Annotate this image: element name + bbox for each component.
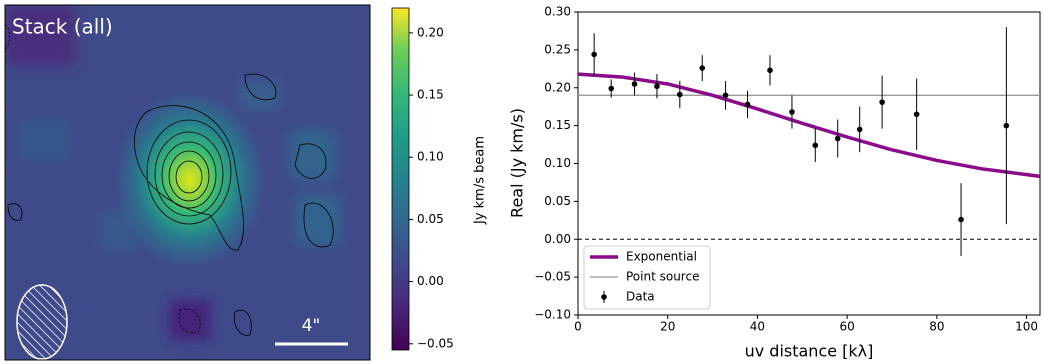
x-tick-label: 100 — [1015, 320, 1038, 334]
legend-label: Exponential — [626, 250, 697, 264]
data-point — [879, 99, 885, 105]
map-image — [5, 5, 370, 360]
data-point — [914, 111, 920, 117]
data-point — [745, 102, 751, 108]
data-point — [677, 92, 683, 98]
colorbar-tick-label: 0.10 — [417, 150, 444, 164]
colorbar-label: Jy km/s beam — [473, 136, 488, 225]
y-tick-label: 0.15 — [544, 118, 571, 132]
data-point — [835, 136, 841, 142]
colorbar-tick-label: 0.20 — [417, 25, 444, 39]
data-point — [723, 93, 729, 99]
data-point — [632, 81, 638, 87]
y-tick-label: 0.05 — [544, 194, 571, 208]
y-tick-label: 0.20 — [544, 80, 571, 94]
data-point — [812, 143, 818, 149]
legend-label: Point source — [626, 270, 699, 284]
scale-label: 4" — [302, 316, 321, 336]
y-tick-label: 0.10 — [544, 156, 571, 170]
x-tick-label: 80 — [929, 320, 944, 334]
legend-label: Data — [626, 290, 655, 304]
y-tick-label: −0.05 — [534, 270, 571, 284]
colorbar-tick-label: 0.00 — [417, 274, 444, 288]
series-line — [578, 74, 1040, 176]
x-tick-label: 40 — [750, 320, 765, 334]
x-tick-label: 60 — [839, 320, 854, 334]
x-tick-label: 0 — [574, 320, 582, 334]
data-point — [654, 83, 660, 89]
data-point — [857, 127, 863, 133]
data-point — [591, 52, 597, 58]
y-axis-label: Real (Jy km/s) — [508, 108, 527, 218]
y-tick-label: 0.25 — [544, 42, 571, 56]
colorbar — [392, 8, 409, 350]
y-tick-label: −0.10 — [534, 308, 571, 322]
data-point — [1004, 123, 1010, 129]
legend-swatch — [601, 294, 607, 300]
data-point — [958, 217, 964, 223]
colorbar-tick-label: 0.05 — [417, 212, 444, 226]
x-tick-label: 20 — [660, 320, 675, 334]
map-title: Stack (all) — [12, 15, 113, 39]
data-point — [608, 86, 614, 92]
figure: Stack (all) 4" Jy km/s beam uv distance … — [0, 0, 1044, 364]
y-tick-label: 0.00 — [544, 232, 571, 246]
x-axis-label: uv distance [kλ] — [745, 342, 874, 361]
colorbar-tick-label: 0.15 — [417, 88, 444, 102]
data-point — [789, 109, 795, 115]
data-point — [699, 65, 705, 71]
colorbar-tick-label: −0.05 — [417, 336, 454, 350]
data-point — [767, 68, 773, 74]
y-tick-label: 0.30 — [544, 5, 571, 19]
